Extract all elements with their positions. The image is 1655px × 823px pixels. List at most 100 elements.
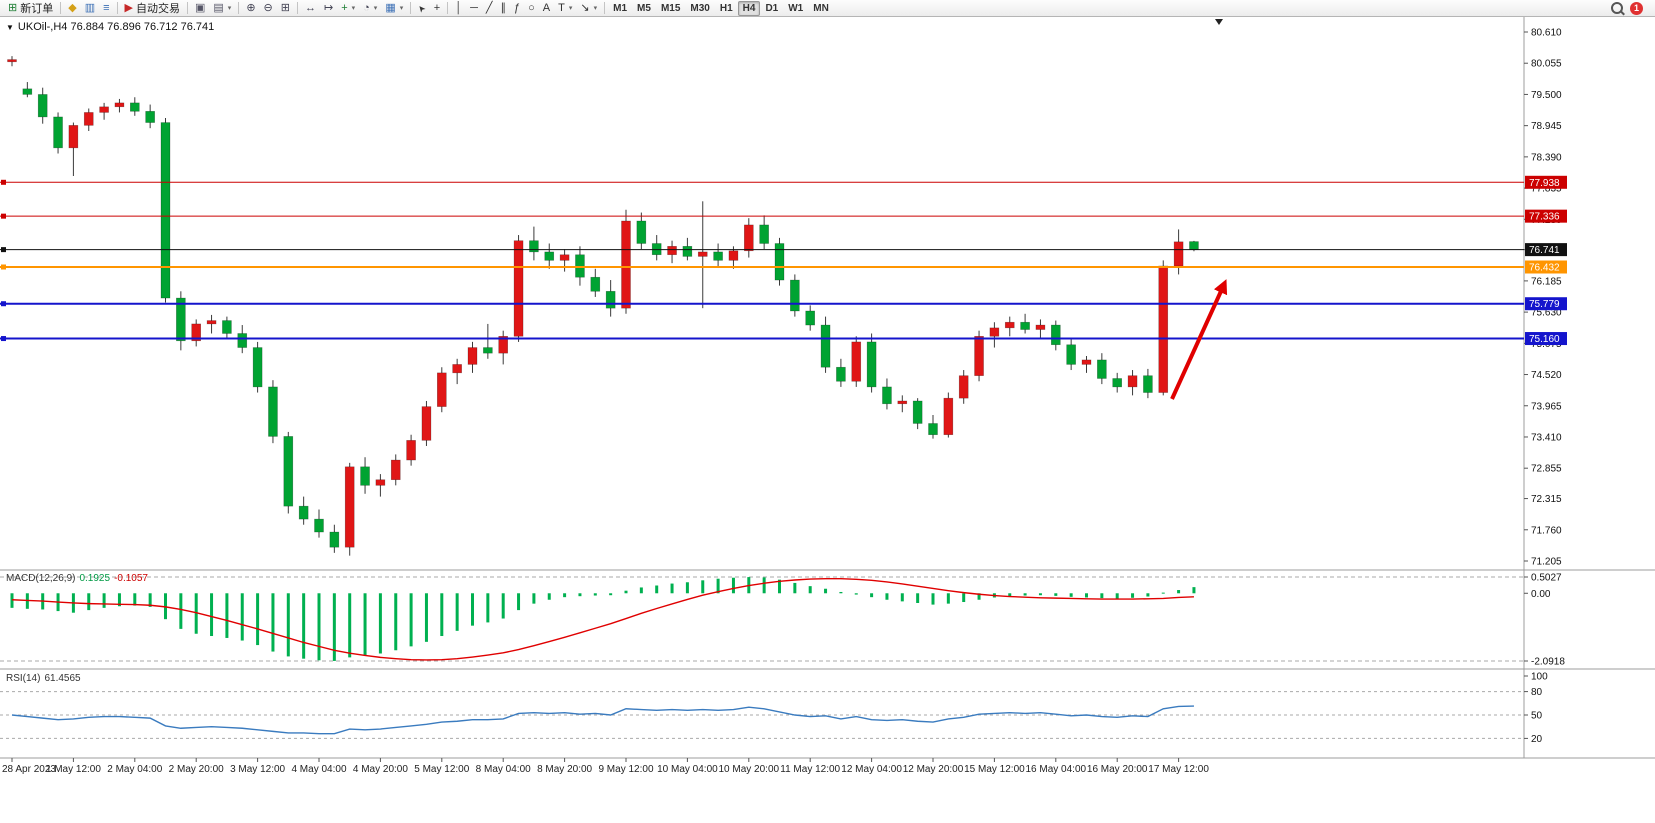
trendline-tool-button[interactable]: ╱ <box>482 1 497 16</box>
periods-button[interactable]: ◔ ▾ <box>359 1 381 16</box>
candle-body <box>329 531 340 548</box>
resistance-line-upper-anchor[interactable] <box>1 179 6 185</box>
macd-bar <box>133 593 137 606</box>
timeframe-h1-button[interactable]: H1 <box>715 1 738 16</box>
shapes-tool-button[interactable]: ○ <box>524 1 539 16</box>
macd-bar <box>962 593 966 603</box>
candle-body <box>774 243 785 281</box>
charts-mode-button[interactable]: ◆ <box>64 1 80 16</box>
new-chart-button[interactable]: ▣ <box>191 1 209 16</box>
timeframe-m15-button[interactable]: M15 <box>656 1 685 16</box>
timeframe-m1-button[interactable]: M1 <box>608 1 632 16</box>
macd-bar <box>471 593 474 626</box>
profiles-dropdown-icon: ▾ <box>227 5 232 12</box>
price-tick-label: 80.055 <box>1531 59 1562 70</box>
candle-body <box>298 505 309 520</box>
candle-body <box>375 479 386 486</box>
search-icon[interactable] <box>1611 2 1623 14</box>
candle-body <box>1051 324 1061 346</box>
time-tick-label: 15 May 12:00 <box>964 764 1025 775</box>
label-tool-button[interactable]: T ▾ <box>554 1 576 16</box>
timeframe-w1-button[interactable]: W1 <box>783 1 808 16</box>
new-order-button[interactable]: ⊞ 新订单 <box>4 1 57 16</box>
resistance-line-lower-anchor[interactable] <box>1 213 6 219</box>
support-line-lower-anchor[interactable] <box>1 336 6 342</box>
price-tick-label: 80.610 <box>1531 28 1562 39</box>
pivot-line-anchor[interactable] <box>1 264 6 270</box>
zoom-out-button[interactable]: ⊖ <box>260 1 277 16</box>
timeframe-d1-button[interactable]: D1 <box>760 1 783 16</box>
market-depth-button[interactable]: ▥ <box>81 1 99 16</box>
macd-bar <box>731 577 735 594</box>
add-indicator-dropdown-icon: ▾ <box>351 5 356 12</box>
candle-body <box>544 251 555 261</box>
text-tool-button[interactable]: A <box>539 1 554 16</box>
new-chart-icon: ▣ <box>194 1 206 14</box>
time-tick-label: 4 May 20:00 <box>353 764 408 775</box>
macd-bar <box>870 593 874 598</box>
timeframe-mn-button[interactable]: MN <box>808 1 834 16</box>
crosshair-button[interactable]: + <box>430 1 444 16</box>
autotrading-label: 自动交易 <box>135 3 180 15</box>
fibonacci-tool-button[interactable]: ƒ <box>510 1 524 16</box>
auto-scroll-button[interactable]: ↦ <box>320 1 337 16</box>
macd-bar <box>363 593 367 656</box>
toolbar-separator <box>410 2 412 14</box>
current-price-line-anchor[interactable] <box>1 247 6 253</box>
templates-button[interactable]: ▦ ▾ <box>381 1 407 16</box>
candle-body <box>283 436 294 507</box>
macd-bar <box>440 593 444 637</box>
rsi-tick-label: 50 <box>1531 711 1543 722</box>
candle-body <box>114 102 125 108</box>
macd-bar <box>701 580 705 594</box>
candle-body <box>513 240 524 337</box>
timeframe-m5-button[interactable]: M5 <box>632 1 656 16</box>
candle-body <box>928 423 938 436</box>
chart-canvas[interactable]: 80.61080.05579.50078.94578.39077.83577.2… <box>0 17 1655 823</box>
timeframe-h4-button[interactable]: H4 <box>737 0 761 16</box>
candle-body <box>759 224 769 244</box>
arrows-tool-button[interactable]: ↘ ▾ <box>576 1 601 16</box>
price-tick-label: 73.965 <box>1531 401 1562 412</box>
macd-bar <box>931 593 935 605</box>
macd-bar <box>117 593 121 607</box>
candle-body <box>943 397 954 436</box>
macd-bar <box>1100 593 1104 599</box>
time-tick-label: 17 May 12:00 <box>1148 764 1209 775</box>
data-window-button[interactable]: ≡ <box>99 1 113 16</box>
autotrading-button[interactable]: ▶ 自动交易 <box>121 1 184 16</box>
support-line-lower-price-text: 75.160 <box>1529 334 1560 345</box>
toolbar-separator <box>186 2 188 14</box>
trend-arrow-annotation[interactable] <box>1170 279 1228 400</box>
channel-tool-button[interactable]: ∥ <box>497 1 511 16</box>
cursor-button[interactable]: ➤ <box>414 1 430 16</box>
candle-body <box>882 386 892 405</box>
zoom-out-icon: ⊖ <box>263 1 273 14</box>
macd-bar <box>839 591 843 594</box>
rsi-tick-label: 80 <box>1531 687 1543 698</box>
macd-bar <box>455 593 459 631</box>
grid-button[interactable]: ⊞ <box>277 1 294 16</box>
macd-bar <box>225 593 229 638</box>
chart-shift-button[interactable]: ↔ <box>301 1 320 16</box>
profiles-button[interactable]: ▤ ▾ <box>209 1 235 16</box>
current-price-line-price-text: 76.741 <box>1529 245 1560 256</box>
macd-bar <box>194 593 198 634</box>
macd-tick-label: 0.00 <box>1531 589 1551 600</box>
notification-badge[interactable]: 1 <box>1630 1 1643 15</box>
support-line-upper-anchor[interactable] <box>1 301 6 307</box>
candle-body <box>406 440 416 461</box>
candle-body <box>621 220 631 309</box>
add-indicator-button[interactable]: + ▾ <box>337 1 359 16</box>
candle-body <box>1143 375 1153 393</box>
timeframe-m30-button[interactable]: M30 <box>685 1 714 16</box>
toolbar-right: 1 <box>1611 1 1651 15</box>
macd-bar <box>778 579 781 594</box>
candle-body <box>191 323 201 342</box>
time-tick-label: 11 May 12:00 <box>780 764 840 775</box>
zoom-in-button[interactable]: ⊕ <box>242 1 259 16</box>
horizontal-line-tool-button[interactable]: ─ <box>466 1 482 16</box>
macd-bar <box>762 577 766 594</box>
candle-body <box>866 341 877 388</box>
vertical-line-tool-button[interactable]: │ <box>451 1 466 16</box>
